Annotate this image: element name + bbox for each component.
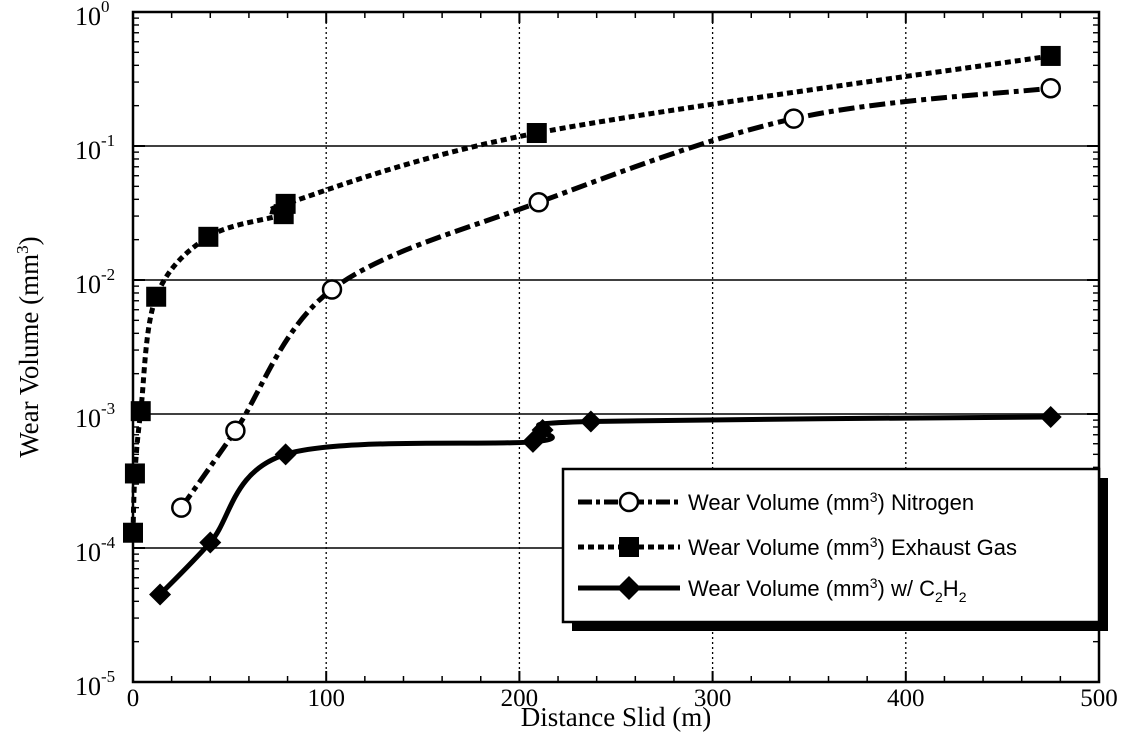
x-axis-label: Distance Slid (m)	[521, 702, 711, 732]
marker-square	[1040, 45, 1061, 66]
legend-label-exhaust: Wear Volume (mm3) Exhaust Gas	[688, 534, 1017, 560]
y-tick-label: 10-1	[75, 131, 115, 165]
marker-circle	[1040, 77, 1061, 99]
y-tick-label: 10-4	[75, 533, 116, 567]
y-tick-label: 10-3	[75, 399, 115, 433]
plot-frame	[131, 10, 1101, 684]
y-tick-label: 10-2	[75, 265, 115, 299]
tick-labels: 0 100 200 300 400 500 10-5 10-4 10-3 10-2 10-1 100	[75, 0, 1118, 712]
marker-circle	[783, 108, 804, 129]
series-line-2	[158, 414, 1051, 597]
marker-circle	[528, 192, 549, 213]
y-axis-label-sup: 3	[13, 245, 32, 254]
marker-diamond	[579, 410, 602, 433]
marker-square	[275, 193, 296, 214]
series-line-0	[179, 85, 1051, 510]
marker-diamond	[531, 418, 554, 441]
y-axis-label: Wear Volume (mm3)	[13, 236, 44, 457]
x-tick-label: 200	[501, 685, 539, 712]
marker-diamond	[274, 443, 297, 466]
marker-square	[198, 226, 219, 247]
legend: Wear Volume (mm3) Nitrogen Wear Volume (…	[561, 467, 1108, 631]
legend-marker-nitrogen	[618, 491, 640, 513]
marker-diamond	[199, 531, 222, 554]
x-tick-label: 500	[1080, 685, 1118, 712]
marker-diamond	[1039, 405, 1062, 428]
ticks	[132, 11, 1100, 683]
x-tick-label: 0	[127, 685, 140, 712]
y-tick-label: 100	[75, 0, 110, 31]
x-tick-label: 400	[887, 685, 925, 712]
marker-circle	[171, 497, 192, 518]
y-axis-label-main: Wear Volume (mm	[14, 254, 44, 458]
legend-label-c2h2: Wear Volume (mm3) w/ C2H2	[688, 575, 967, 605]
x-tick-label: 300	[694, 685, 732, 712]
legend-marker-c2h2	[617, 576, 641, 600]
y-axis-label-close: )	[14, 236, 44, 245]
x-tick-label: 100	[307, 685, 345, 712]
y-tick-label: 10-5	[75, 667, 115, 701]
marker-circle	[321, 279, 343, 300]
legend-label-nitrogen: Wear Volume (mm3) Nitrogen	[688, 489, 974, 515]
marker-square	[130, 401, 151, 422]
marker-square	[124, 463, 145, 484]
legend-marker-exhaust	[619, 537, 639, 557]
marker-diamond	[149, 583, 172, 606]
marker-square	[146, 286, 167, 307]
marker-circle	[225, 420, 246, 441]
markers	[123, 45, 1062, 606]
marker-square	[526, 123, 547, 144]
